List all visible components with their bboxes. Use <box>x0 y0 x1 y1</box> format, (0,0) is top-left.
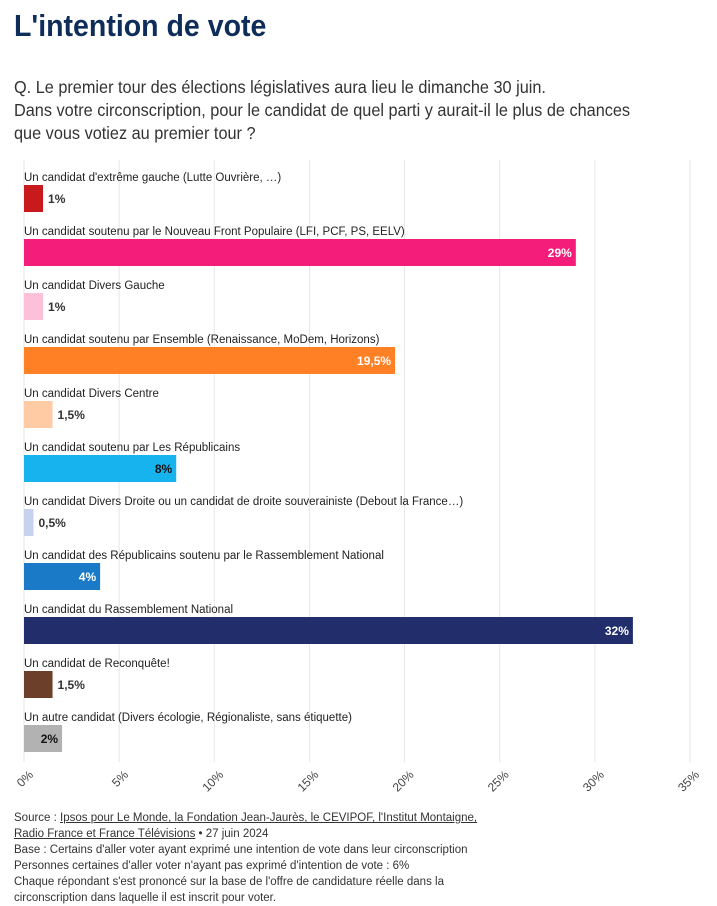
x-tick-label: 30% <box>580 767 607 794</box>
value-label: 1,5% <box>58 408 86 422</box>
value-label: 0,5% <box>39 516 67 530</box>
question-line: que vous votiez au premier tour ? <box>14 123 256 143</box>
category-label: Un candidat de Reconquête! <box>24 658 170 670</box>
note-line: Personnes certaines d'aller voter n'ayan… <box>14 860 410 872</box>
source-link[interactable]: Ipsos pour Le Monde, la Fondation Jean-J… <box>60 812 478 824</box>
x-tick-label: 15% <box>295 767 322 794</box>
bar <box>24 185 44 212</box>
note-line: Base : Certains d'aller voter ayant expr… <box>14 844 468 856</box>
note-line: Chaque répondant s'est prononcé sur la b… <box>14 876 444 888</box>
value-label: 1,5% <box>58 678 86 692</box>
note-line: circonscription dans laquelle il est ins… <box>14 892 277 904</box>
value-label: 8% <box>155 462 173 476</box>
question-line: Q. Le premier tour des élections législa… <box>14 77 546 97</box>
category-label: Un candidat d'extrême gauche (Lutte Ouvr… <box>24 172 281 184</box>
value-label: 1% <box>48 192 66 206</box>
bar <box>24 455 177 482</box>
category-label: Un candidat Divers Droite ou un candidat… <box>24 496 463 508</box>
value-label: 4% <box>79 570 97 584</box>
category-label: Un autre candidat (Divers écologie, Régi… <box>24 712 352 724</box>
bar <box>24 671 53 698</box>
value-label: 1% <box>48 300 66 314</box>
question-text: Q. Le premier tour des élections législa… <box>14 76 656 145</box>
value-label: 29% <box>548 246 572 260</box>
x-tick-label: 35% <box>675 767 702 794</box>
category-label: Un candidat Divers Gauche <box>24 280 165 292</box>
category-label: Un candidat soutenu par Les Républicains <box>24 442 240 454</box>
chart-title: L'intention de vote <box>14 8 267 43</box>
bar <box>24 347 396 374</box>
bar <box>24 509 34 536</box>
x-tick-label: 20% <box>390 767 417 794</box>
question-line: Dans votre circonscription, pour le cand… <box>14 100 631 120</box>
footer-notes: Source : Ipsos pour Le Monde, la Fondati… <box>14 810 704 906</box>
bar-chart: Un candidat d'extrême gauche (Lutte Ouvr… <box>14 160 702 795</box>
bar <box>24 293 44 320</box>
x-tick-label: 25% <box>485 767 512 794</box>
x-tick-label: 10% <box>199 767 226 794</box>
x-tick-label: 0% <box>14 767 36 789</box>
bar <box>24 239 576 266</box>
category-label: Un candidat des Républicains soutenu par… <box>24 550 384 562</box>
source-date: • 27 juin 2024 <box>195 828 269 840</box>
category-label: Un candidat du Rassemblement National <box>24 604 233 616</box>
bar <box>24 725 63 752</box>
value-label: 2% <box>41 732 59 746</box>
source-prefix: Source : <box>14 812 61 824</box>
value-label: 32% <box>605 624 629 638</box>
value-label: 19,5% <box>357 354 391 368</box>
category-label: Un candidat soutenu par le Nouveau Front… <box>24 226 405 238</box>
x-tick-label: 5% <box>109 767 131 789</box>
category-label: Un candidat soutenu par Ensemble (Renais… <box>24 334 380 346</box>
bar <box>24 563 101 590</box>
bar <box>24 617 633 644</box>
source-link[interactable]: Radio France et France Télévisions <box>14 828 196 840</box>
bar <box>24 401 53 428</box>
category-label: Un candidat Divers Centre <box>24 388 159 400</box>
